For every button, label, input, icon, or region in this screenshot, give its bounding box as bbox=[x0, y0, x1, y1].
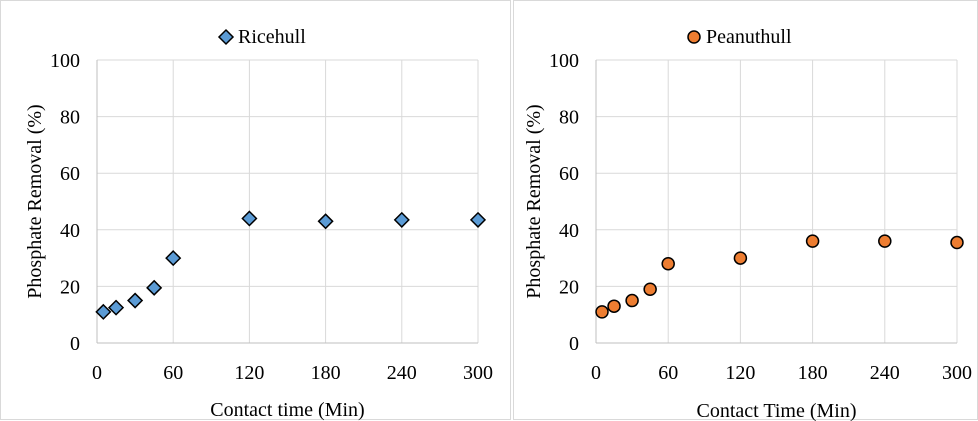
peanuthull-legend-label: Peanuthull bbox=[706, 26, 792, 48]
peanuthull-x-tick-label: 240 bbox=[870, 362, 900, 384]
peanuthull-legend-marker bbox=[687, 30, 701, 44]
ricehull-y-tick-label: 100 bbox=[50, 50, 80, 72]
ricehull-y-tick-label: 60 bbox=[60, 163, 80, 185]
peanuthull-y-tick-label: 60 bbox=[559, 163, 579, 185]
peanuthull-y-axis-title: Phosphate Removal (%) bbox=[523, 104, 545, 298]
ricehull-y-tick-label: 20 bbox=[60, 276, 80, 298]
ricehull-data-point bbox=[127, 292, 144, 309]
peanuthull-x-tick-label: 60 bbox=[658, 362, 678, 384]
ricehull-y-tick-label: 40 bbox=[60, 220, 80, 242]
ricehull-data-point bbox=[469, 211, 487, 228]
ricehull-x-tick-label: 300 bbox=[463, 362, 493, 384]
peanuthull-data-point bbox=[595, 305, 609, 319]
ricehull-legend-label: Ricehull bbox=[238, 26, 306, 48]
ricehull-legend-marker bbox=[217, 28, 235, 46]
peanuthull-x-tick-label: 120 bbox=[725, 362, 755, 384]
peanuthull-data-point bbox=[625, 293, 639, 308]
ricehull-x-axis-title: Contact time (Min) bbox=[210, 399, 364, 421]
ricehull-x-tick-label: 240 bbox=[387, 362, 417, 384]
ricehull-data-point bbox=[107, 299, 125, 316]
peanuthull-data-point bbox=[805, 234, 820, 248]
chart-peanuthull: 0 20 40 60 80 100 0 60 120 180 240 300 Contact Time … bbox=[523, 26, 972, 421]
peanuthull-data-point bbox=[733, 251, 748, 265]
ricehull-x-tick-label: 180 bbox=[311, 362, 341, 384]
ricehull-data-point bbox=[165, 250, 182, 267]
ricehull-data-point bbox=[241, 210, 258, 227]
peanuthull-y-tick-label: 20 bbox=[559, 276, 579, 298]
peanuthull-data-point bbox=[661, 257, 675, 271]
chart-ricehull-panel: 0 20 40 60 80 100 0 60 120 180 240 300 Contact time … bbox=[0, 0, 511, 421]
ricehull-data-point bbox=[393, 211, 410, 228]
peanuthull-x-tick-label: 0 bbox=[591, 362, 601, 384]
peanuthull-data-point bbox=[607, 299, 621, 313]
ricehull-x-tick-label: 60 bbox=[163, 362, 183, 384]
peanuthull-data-point bbox=[950, 235, 964, 250]
ricehull-y-tick-label: 80 bbox=[60, 107, 80, 129]
peanuthull-x-tick-label: 300 bbox=[942, 362, 972, 384]
ricehull-y-axis-title: Phosphate Removal (%) bbox=[24, 104, 46, 298]
chart-ricehull: 0 20 40 60 80 100 0 60 120 180 240 300 Contact time … bbox=[24, 26, 493, 421]
ricehull-data-point bbox=[95, 303, 112, 320]
peanuthull-x-tick-label: 180 bbox=[798, 362, 828, 384]
peanuthull-y-tick-label: 80 bbox=[559, 107, 579, 129]
ricehull-data-point bbox=[146, 279, 163, 296]
peanuthull-y-tick-label: 100 bbox=[549, 50, 579, 72]
peanuthull-y-tick-label: 40 bbox=[559, 220, 579, 242]
peanuthull-data-point bbox=[878, 234, 892, 248]
peanuthull-data-point bbox=[643, 282, 657, 296]
chart-peanuthull-panel: 0 20 40 60 80 100 0 60 120 180 240 300 Contact Time … bbox=[513, 0, 978, 421]
ricehull-y-tick-label: 0 bbox=[70, 333, 80, 355]
peanuthull-x-axis-title: Contact Time (Min) bbox=[696, 400, 856, 421]
peanuthull-y-tick-label: 0 bbox=[569, 333, 579, 355]
ricehull-x-tick-label: 120 bbox=[234, 362, 264, 384]
ricehull-data-point bbox=[317, 213, 334, 230]
ricehull-x-tick-label: 0 bbox=[92, 362, 102, 384]
